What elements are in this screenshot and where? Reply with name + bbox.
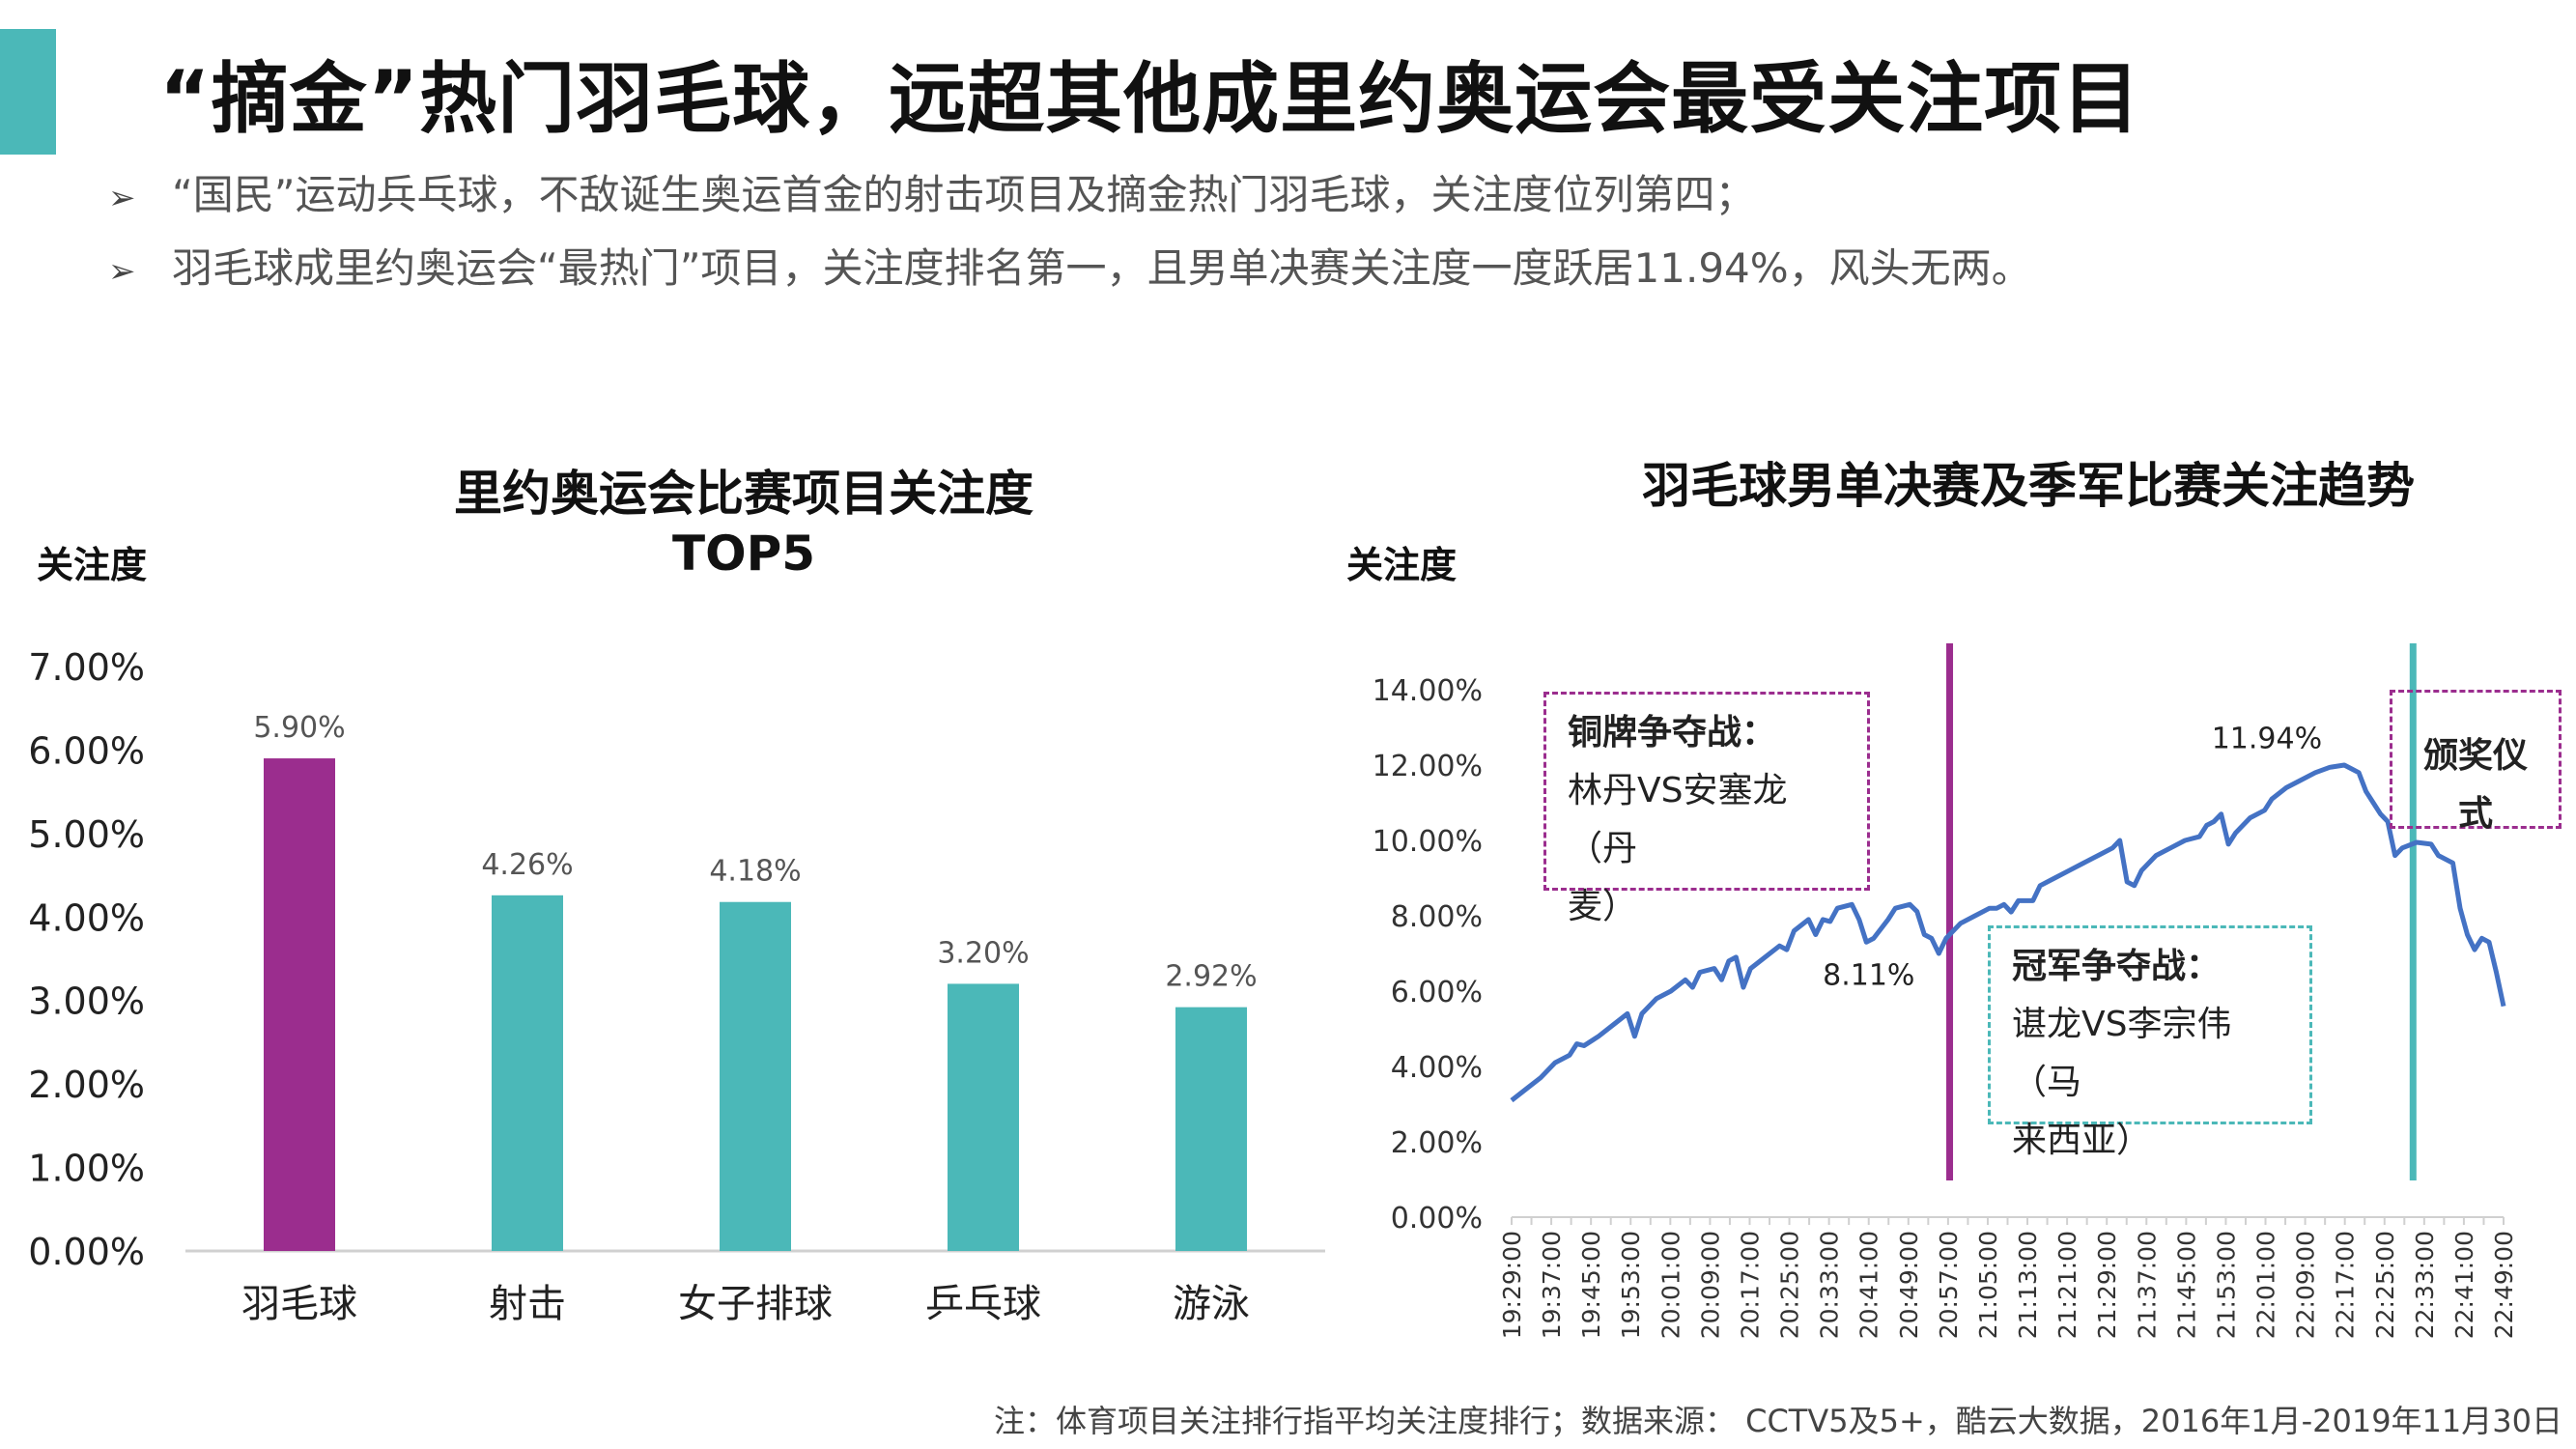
bullet-text: 羽毛球成里约奥运会“最热门”项目，关注度排名第一，且男单决赛关注度一度跃居11.… xyxy=(172,244,2032,292)
bar-data-label: 4.18% xyxy=(709,855,801,889)
x-tick-label: 20:01:00 xyxy=(1656,1231,1684,1339)
x-tick-label: 22:17:00 xyxy=(2332,1231,2360,1339)
y-tick-label: 8.00% xyxy=(1391,900,1483,934)
x-tick-label: 22:09:00 xyxy=(2292,1231,2320,1339)
bar-chart-title-line1: 里约奥运会比赛项目关注度 xyxy=(454,466,1033,522)
bullet-text: “国民”运动兵乓球，不敌诞生奥运首金的射击项目及摘金热门羽毛球，关注度位列第四； xyxy=(172,171,1756,218)
footnote: 注：体育项目关注排行指平均关注度排行；数据来源： CCTV5及5+，酷云大数据，… xyxy=(993,1403,2562,1439)
x-tick-label: 19:53:00 xyxy=(1617,1231,1645,1339)
x-tick-label: 21:13:00 xyxy=(2014,1231,2042,1339)
bar xyxy=(264,758,335,1251)
x-tick-label: 20:33:00 xyxy=(1816,1231,1844,1339)
x-tick-label: 19:37:00 xyxy=(1538,1231,1566,1339)
final-match-annotation: 冠军争夺战： 谌龙VS李宗伟（马 来西亚） xyxy=(1988,925,2312,1160)
bar-data-label: 2.92% xyxy=(1165,960,1257,994)
x-tick-label: 22:33:00 xyxy=(2411,1231,2439,1339)
y-tick-label: 12.00% xyxy=(1373,750,1483,783)
x-tick-label: 女子排球 xyxy=(678,1282,833,1326)
x-tick-label: 21:37:00 xyxy=(2133,1231,2161,1339)
bar-data-label: 3.20% xyxy=(937,936,1029,970)
award-ceremony-label: 颁奖仪式 xyxy=(2422,736,2528,834)
line-data-label: 11.94% xyxy=(2212,722,2322,755)
bar-chart: 0.00% 1.00% 2.00% 3.00% 4.00% 5.00% 6.00% 7.00%… xyxy=(28,646,1325,1326)
x-tick-label: 19:29:00 xyxy=(1498,1231,1526,1339)
bar xyxy=(948,983,1019,1251)
x-tick-label: 20:41:00 xyxy=(1855,1231,1883,1339)
x-tick-label: 乒乓球 xyxy=(925,1282,1041,1326)
x-tick-label: 羽毛球 xyxy=(241,1282,357,1326)
bar-data-label: 4.26% xyxy=(481,848,573,882)
x-tick-label: 21:05:00 xyxy=(1974,1231,2002,1339)
x-tick-label: 22:49:00 xyxy=(2490,1231,2518,1339)
y-tick-label: 5.00% xyxy=(28,813,145,856)
bronze-match-players: 林丹VS安塞龙（丹 xyxy=(1568,771,1788,868)
bar-chart-y-axis-label: 关注度 xyxy=(37,544,148,586)
y-tick-label: 6.00% xyxy=(1391,976,1483,1009)
bar xyxy=(720,901,791,1251)
x-tick-label: 20:57:00 xyxy=(1935,1231,1963,1339)
y-tick-label: 6.00% xyxy=(28,729,145,772)
y-tick-label: 4.00% xyxy=(28,896,145,939)
y-tick-label: 7.00% xyxy=(28,646,145,689)
x-tick-label: 20:49:00 xyxy=(1895,1231,1923,1339)
bar-chart-title: 里约奥运会比赛项目关注度 TOP5 xyxy=(415,464,1072,583)
x-tick-label: 21:45:00 xyxy=(2172,1231,2200,1339)
arrow-right-icon: ➢ xyxy=(108,179,136,217)
line-chart-y-axis-label: 关注度 xyxy=(1346,544,1458,586)
bar-data-label: 5.90% xyxy=(253,711,345,745)
bronze-match-heading: 铜牌争夺战： xyxy=(1568,713,1777,753)
bronze-match-players-cont: 麦） xyxy=(1568,887,1638,926)
x-tick-label: 21:29:00 xyxy=(2093,1231,2121,1339)
bar xyxy=(492,895,563,1251)
y-tick-label: 10.00% xyxy=(1373,825,1483,859)
arrow-right-icon: ➢ xyxy=(108,252,136,291)
y-tick-label: 14.00% xyxy=(1373,674,1483,708)
y-tick-label: 3.00% xyxy=(28,980,145,1023)
x-tick-label: 20:09:00 xyxy=(1696,1231,1724,1339)
bar-chart-title-line2: TOP5 xyxy=(671,526,816,582)
final-match-heading: 冠军争夺战： xyxy=(2012,947,2222,986)
x-tick-label: 20:25:00 xyxy=(1776,1231,1804,1339)
bronze-match-annotation: 铜牌争夺战： 林丹VS安塞龙（丹 麦） xyxy=(1543,692,1870,926)
y-tick-label: 2.00% xyxy=(1391,1126,1483,1160)
x-tick-label: 22:01:00 xyxy=(2252,1231,2280,1339)
y-tick-label: 0.00% xyxy=(28,1231,145,1273)
final-match-players-cont: 来西亚） xyxy=(2012,1121,2152,1160)
y-tick-label: 0.00% xyxy=(1391,1202,1483,1236)
y-tick-label: 2.00% xyxy=(28,1064,145,1106)
x-tick-label: 游泳 xyxy=(1173,1282,1250,1326)
bar xyxy=(1175,1007,1247,1251)
x-tick-label: 21:53:00 xyxy=(2212,1231,2240,1339)
series-line xyxy=(1510,762,2506,1103)
x-tick-label: 22:25:00 xyxy=(2371,1231,2399,1339)
y-tick-label: 4.00% xyxy=(1391,1051,1483,1085)
page-title: “摘金”热门羽毛球，远超其他成里约奥运会最受关注项目 xyxy=(159,54,2141,144)
x-tick-label: 19:45:00 xyxy=(1577,1231,1605,1339)
bullet-point: ➢ “国民”运动兵乓球，不敌诞生奥运首金的射击项目及摘金热门羽毛球，关注度位列第四… xyxy=(108,162,1756,221)
x-tick-label: 20:17:00 xyxy=(1736,1231,1764,1339)
title-accent-bar xyxy=(0,29,56,155)
y-tick-label: 1.00% xyxy=(28,1148,145,1190)
x-tick-label: 21:21:00 xyxy=(2053,1231,2081,1339)
x-tick-label: 22:41:00 xyxy=(2450,1231,2478,1339)
line-chart-title: 羽毛球男单决赛及季军比赛关注趋势 xyxy=(1642,458,2415,514)
final-match-players: 谌龙VS李宗伟（马 xyxy=(2012,1005,2232,1102)
line-chart: 0.00% 2.00% 4.00% 6.00% 8.00% 10.00% 12.00% 14.… xyxy=(1373,643,2518,1339)
line-data-label: 8.11% xyxy=(1823,959,1914,993)
award-ceremony-annotation: 颁奖仪式 xyxy=(2390,690,2562,834)
bullet-point: ➢ 羽毛球成里约奥运会“最热门”项目，关注度排名第一，且男单决赛关注度一度跃居11… xyxy=(108,236,2032,295)
x-tick-label: 射击 xyxy=(489,1282,566,1326)
